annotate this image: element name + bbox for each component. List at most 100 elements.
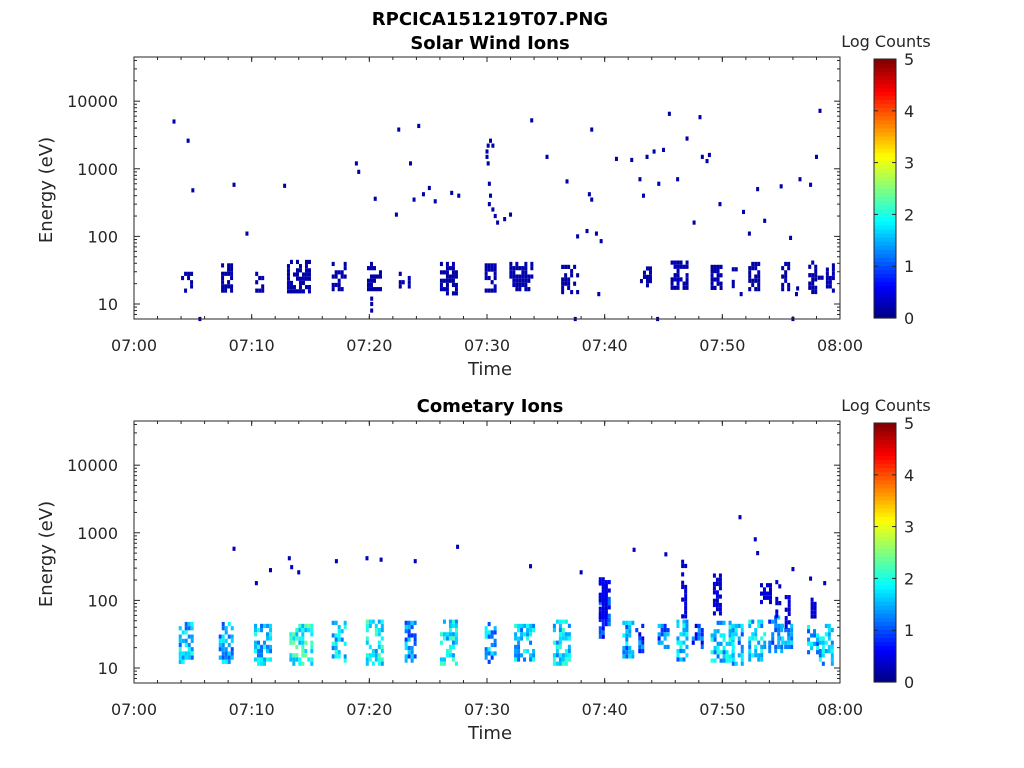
- colorbar-segment: [874, 233, 896, 238]
- colorbar-segment: [874, 241, 896, 246]
- data-cell: [712, 598, 716, 603]
- data-cell: [289, 285, 293, 290]
- data-cell: [748, 619, 752, 624]
- data-cell: [622, 633, 626, 638]
- data-cell: [830, 640, 834, 645]
- colorbar-label: Log Counts: [841, 32, 931, 51]
- colorbar-segment: [874, 143, 896, 149]
- data-cell: [227, 634, 231, 639]
- data-cell: [740, 632, 744, 637]
- data-cell: [485, 149, 489, 154]
- data-cell: [604, 602, 608, 607]
- data-cell: [289, 289, 293, 294]
- data-cell: [670, 277, 674, 282]
- data-cell: [520, 623, 524, 629]
- data-cell: [719, 620, 723, 625]
- colorbar-segment: [874, 156, 896, 161]
- data-cell: [777, 636, 781, 641]
- data-cell: [266, 632, 270, 637]
- data-cell: [514, 632, 518, 637]
- data-cell: [601, 615, 605, 620]
- data-cell: [625, 645, 629, 651]
- data-cell: [558, 640, 562, 645]
- data-cell: [448, 623, 452, 628]
- data-cell: [781, 623, 785, 629]
- data-cell: [565, 179, 569, 184]
- data-cell: [377, 644, 381, 649]
- data-cell: [737, 636, 741, 641]
- data-cell: [304, 628, 308, 633]
- data-cell: [427, 185, 431, 191]
- data-cell: [457, 193, 461, 198]
- data-cell: [827, 628, 831, 633]
- data-cell: [753, 537, 757, 542]
- data-cell: [748, 270, 752, 275]
- data-cell: [681, 563, 685, 569]
- data-cell: [682, 640, 686, 645]
- data-cell: [451, 266, 455, 271]
- data-cell: [818, 636, 822, 641]
- data-cell: [186, 138, 190, 143]
- data-cell: [679, 648, 683, 654]
- data-cell: [682, 619, 686, 624]
- colorbar-frame: [873, 58, 897, 319]
- data-cell: [377, 640, 381, 645]
- data-cell: [268, 568, 272, 573]
- data-cell: [827, 644, 831, 650]
- data-cell: [190, 655, 194, 660]
- colorbar-segment: [874, 176, 896, 182]
- data-cell: [227, 642, 231, 648]
- data-cell: [487, 263, 491, 268]
- data-cell: [496, 220, 500, 225]
- data-cell: [304, 640, 308, 645]
- data-cell: [289, 259, 293, 265]
- data-cell: [404, 641, 408, 646]
- data-cell: [757, 653, 761, 658]
- data-cell: [224, 659, 228, 664]
- data-cell: [184, 630, 188, 635]
- data-cell: [295, 632, 299, 637]
- data-cell: [707, 152, 711, 158]
- data-cell: [561, 636, 565, 641]
- colorbar-segment: [874, 180, 896, 186]
- data-cell: [831, 288, 835, 293]
- data-cell: [451, 632, 455, 637]
- data-cell: [757, 282, 761, 288]
- data-cell: [298, 280, 302, 286]
- colorbar-segment: [874, 123, 896, 129]
- data-cell: [561, 627, 565, 633]
- data-cell: [230, 271, 234, 276]
- data-cell: [676, 260, 680, 265]
- data-cell: [304, 264, 308, 269]
- data-cell: [787, 599, 791, 604]
- data-cell: [369, 287, 373, 292]
- data-cell: [811, 285, 815, 290]
- data-cell: [221, 634, 225, 639]
- data-cell: [442, 619, 446, 624]
- data-cell: [816, 637, 820, 642]
- data-cell: [484, 655, 488, 660]
- y-tick-label: 100: [87, 591, 118, 610]
- data-cell: [567, 632, 571, 637]
- colorbar-segment: [874, 257, 896, 262]
- colorbar-segment: [874, 281, 896, 287]
- colorbar-segment: [874, 83, 896, 88]
- colorbar-segment: [874, 601, 896, 606]
- data-cell: [831, 267, 835, 272]
- data-cell: [737, 653, 741, 658]
- data-cell: [768, 595, 772, 600]
- data-cell: [737, 640, 741, 645]
- data-cell: [257, 657, 261, 662]
- colorbar-segment: [874, 71, 896, 76]
- data-cell: [366, 287, 370, 292]
- data-cell: [775, 609, 779, 614]
- data-cell: [254, 632, 258, 637]
- colorbar-tick-label: 2: [904, 569, 914, 588]
- data-cell: [298, 628, 302, 633]
- colorbar-segment: [874, 516, 896, 521]
- data-cell: [765, 591, 769, 596]
- data-cell: [814, 277, 818, 282]
- data-cell: [809, 576, 813, 581]
- data-cell: [784, 628, 788, 633]
- data-cell: [512, 278, 516, 283]
